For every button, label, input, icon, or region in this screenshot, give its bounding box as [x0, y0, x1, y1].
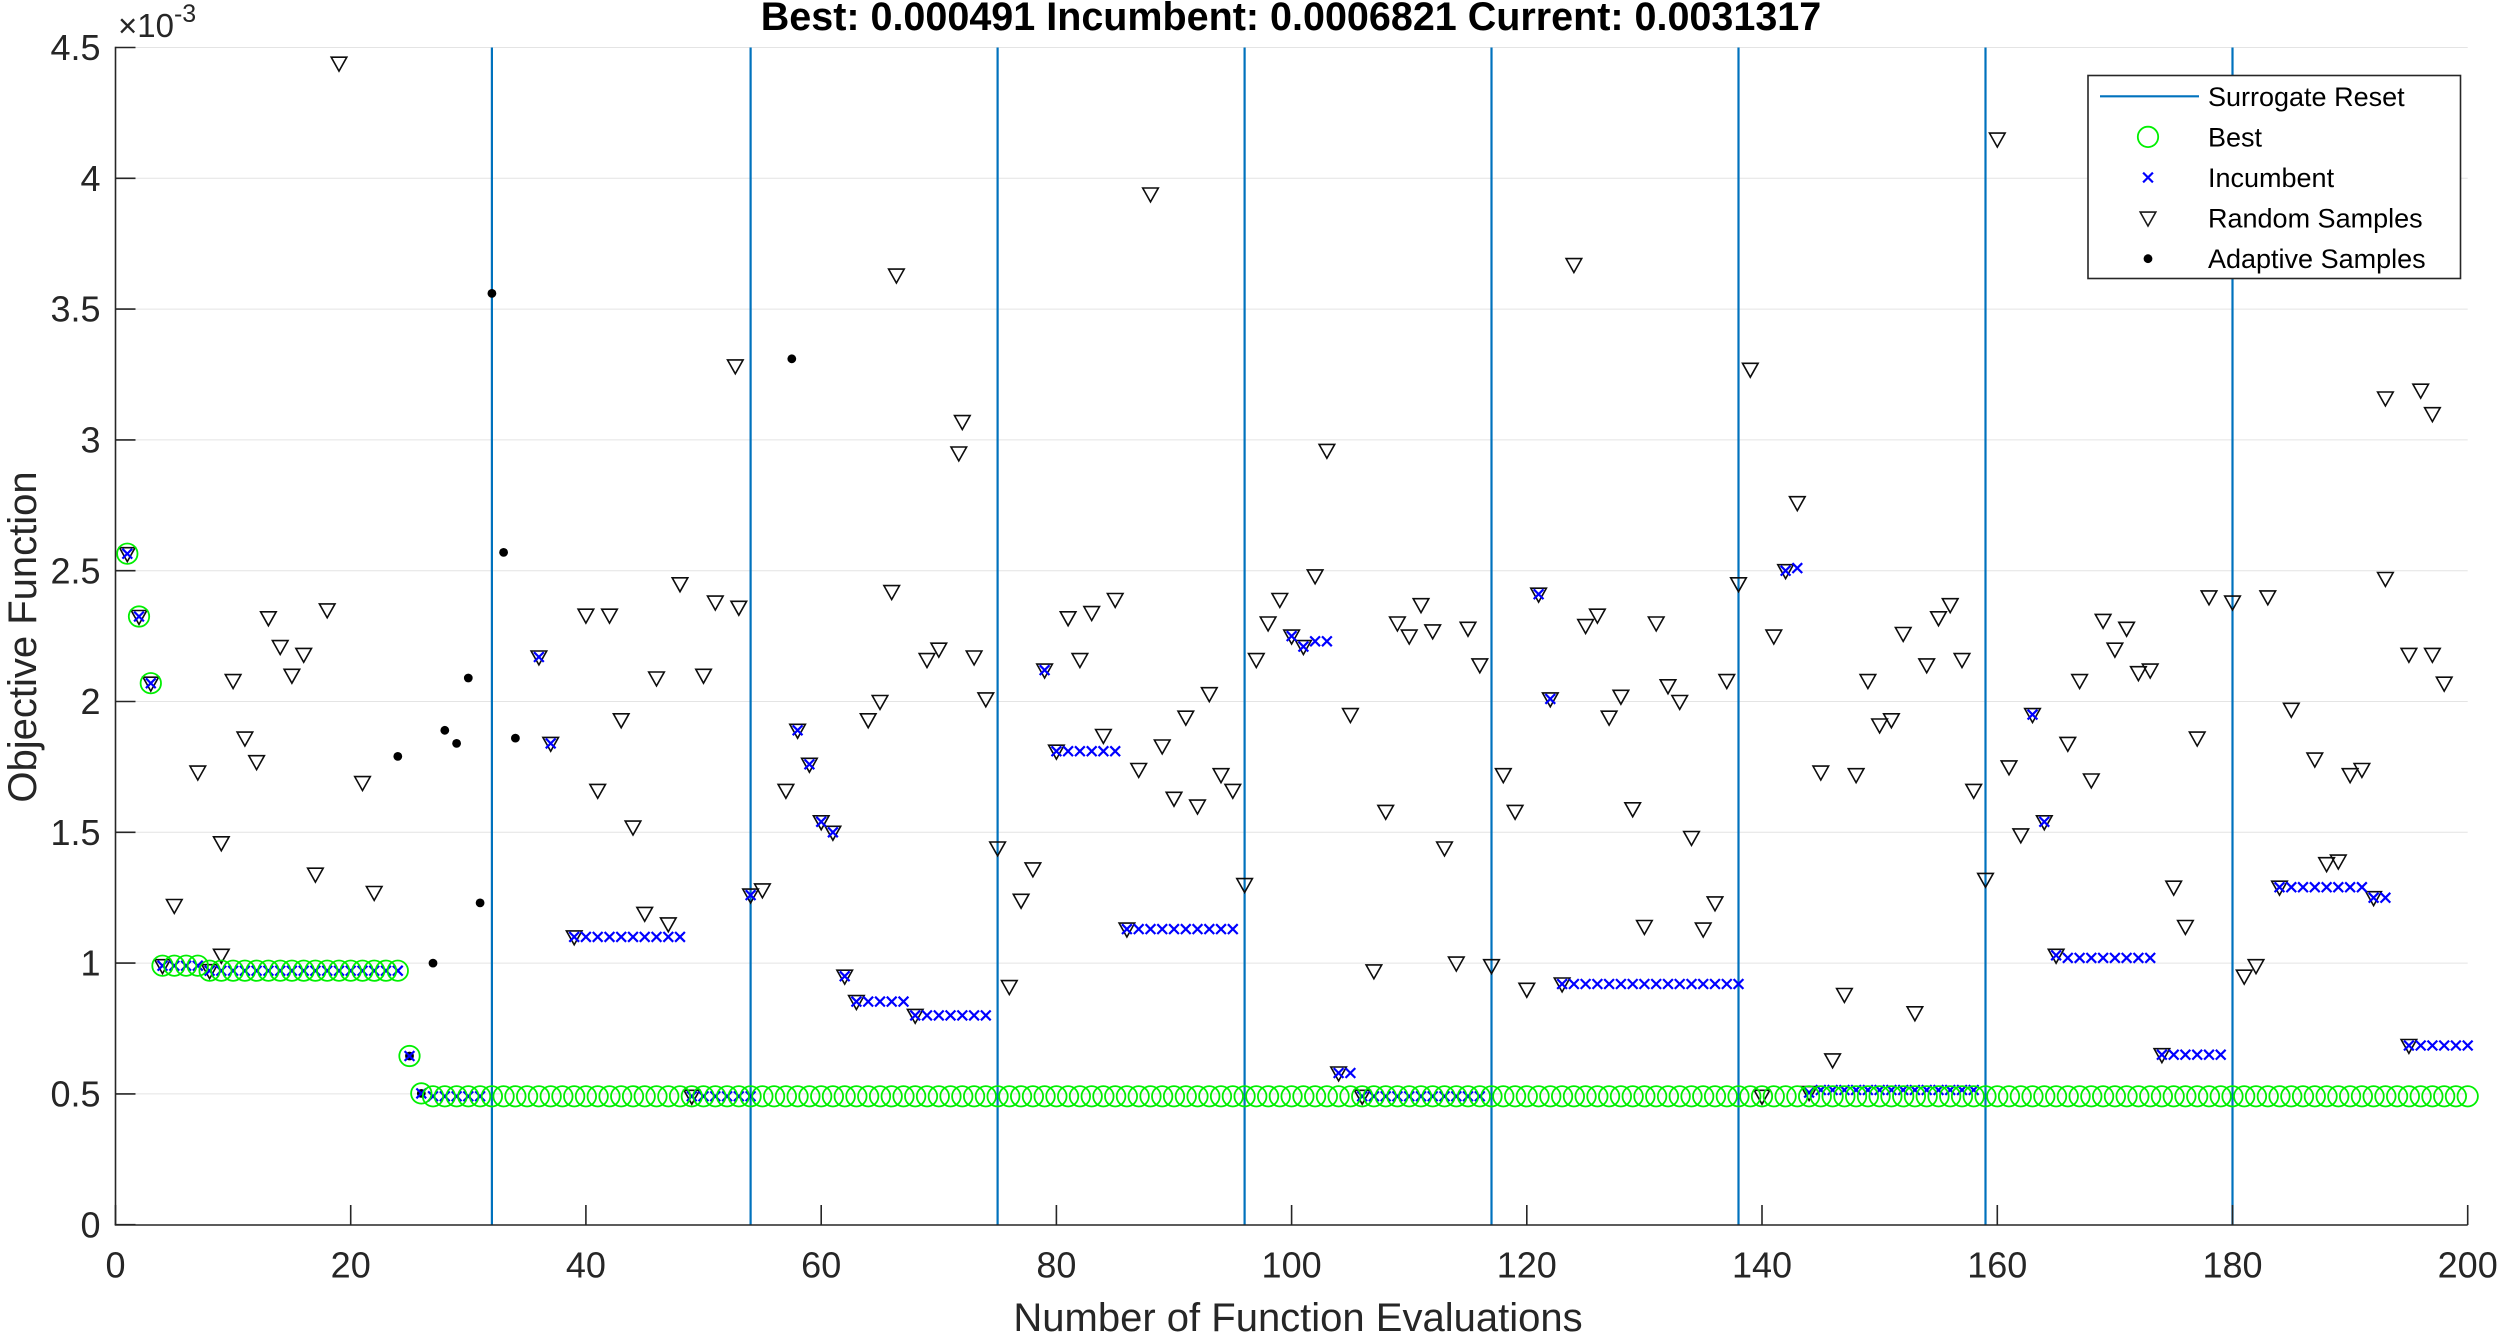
svg-text:0: 0	[105, 1245, 125, 1286]
svg-text:1.5: 1.5	[50, 812, 100, 853]
svg-text:0: 0	[80, 1204, 100, 1245]
svg-text:80: 80	[1036, 1245, 1076, 1286]
svg-text:2.5: 2.5	[50, 550, 100, 591]
svg-text:Number of Function Evaluations: Number of Function Evaluations	[1013, 1296, 1582, 1337]
svg-text:Random Samples: Random Samples	[2208, 204, 2423, 234]
svg-text:Surrogate Reset: Surrogate Reset	[2208, 82, 2405, 112]
svg-text:3.5: 3.5	[50, 289, 100, 330]
svg-text:0.5: 0.5	[50, 1074, 100, 1115]
svg-text:60: 60	[801, 1245, 841, 1286]
svg-text:20: 20	[331, 1245, 371, 1286]
svg-text:2: 2	[80, 681, 100, 722]
svg-text:Incumbent: Incumbent	[2208, 163, 2335, 193]
svg-text:3: 3	[80, 420, 100, 461]
svg-text:100: 100	[1262, 1245, 1322, 1286]
svg-text:120: 120	[1497, 1245, 1557, 1286]
svg-text:Objective Function: Objective Function	[1, 471, 45, 802]
svg-text:180: 180	[2202, 1245, 2262, 1286]
svg-text:1: 1	[80, 943, 100, 984]
svg-text:160: 160	[1967, 1245, 2027, 1286]
svg-text:4: 4	[80, 158, 100, 199]
svg-text:Best: Best	[2208, 122, 2263, 152]
svg-text:4.5: 4.5	[50, 27, 100, 68]
svg-text:140: 140	[1732, 1245, 1792, 1286]
svg-text:200: 200	[2438, 1245, 2498, 1286]
svg-text:Best: 0.000491 Incumbent: 0.00: Best: 0.000491 Incumbent: 0.0006821 Curr…	[761, 0, 1821, 39]
svg-text:40: 40	[566, 1245, 606, 1286]
svg-text:Adaptive Samples: Adaptive Samples	[2208, 244, 2426, 274]
